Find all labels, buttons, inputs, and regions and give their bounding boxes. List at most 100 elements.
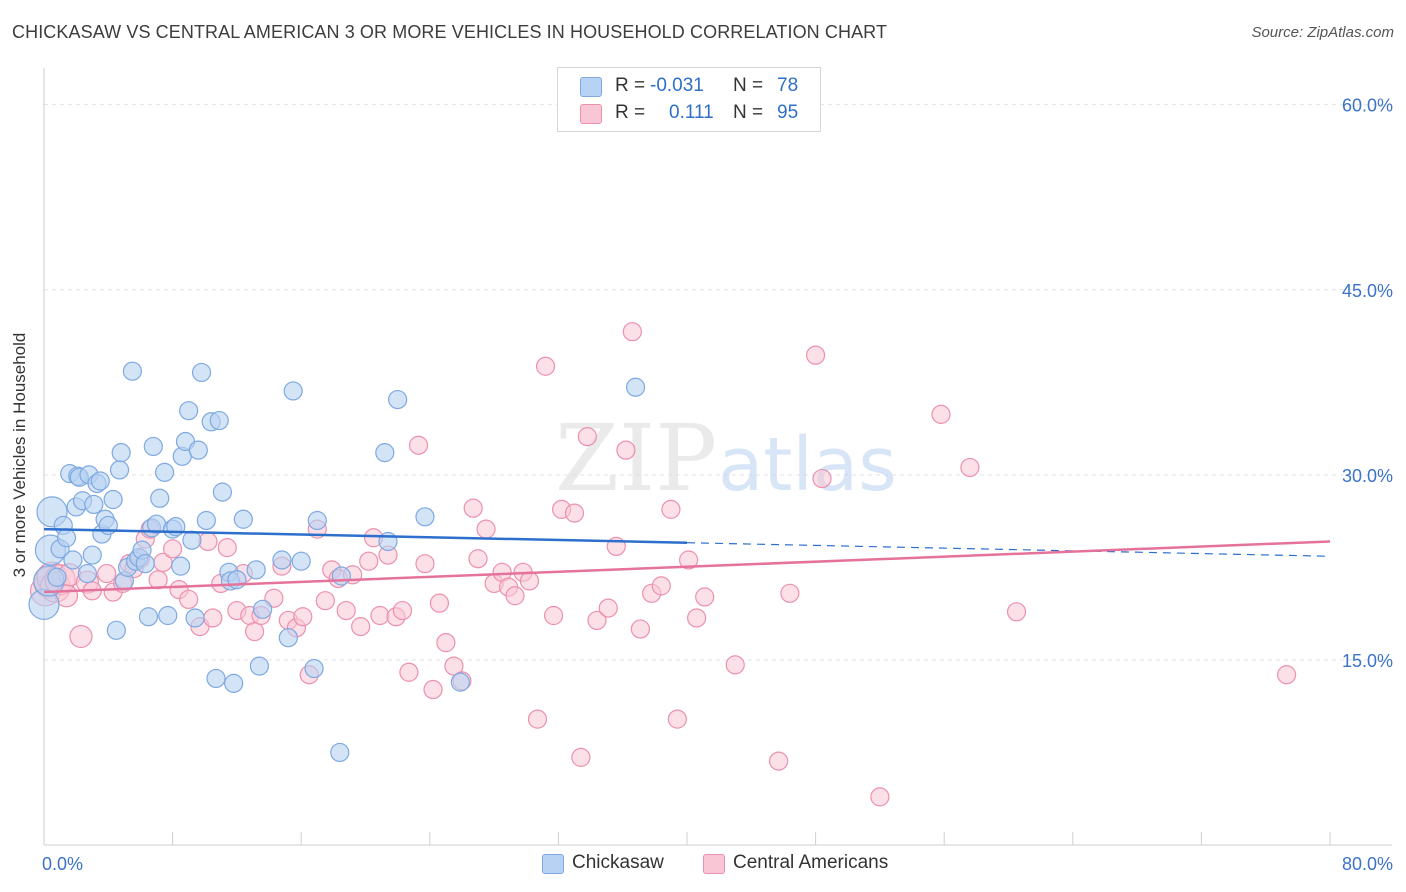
watermark-atlas: atlas	[718, 422, 897, 508]
data-point-central-americans	[780, 583, 800, 603]
data-point-chickasaw	[450, 672, 470, 692]
data-point-chickasaw	[304, 658, 324, 679]
data-point-chickasaw	[138, 607, 159, 627]
data-point-central-americans	[805, 345, 826, 365]
y-axis-label: 3 or more Vehicles in Household	[10, 332, 29, 578]
data-point-chickasaw	[111, 443, 131, 463]
data-point-central-americans	[598, 598, 618, 618]
watermark: ZIP atlas	[555, 405, 897, 512]
data-point-chickasaw	[185, 608, 205, 628]
legend-n-label: N =	[733, 102, 764, 123]
data-point-chickasaw	[253, 599, 273, 619]
data-point-chickasaw	[135, 554, 155, 574]
data-point-central-americans	[931, 404, 951, 424]
data-point-chickasaw	[291, 551, 311, 571]
y-tick-label: 30.0%	[1342, 466, 1393, 486]
data-point-central-americans	[695, 587, 715, 607]
legend-swatch-blue	[580, 77, 602, 97]
legend-r-value: 0.111	[669, 102, 714, 123]
stats-legend: R = -0.031 N = 78 R = 0.111 N = 95	[557, 67, 821, 132]
legend-swatch-pink	[580, 104, 602, 124]
bottom-legend-swatch-pink	[703, 854, 725, 874]
data-point-chickasaw	[90, 471, 110, 491]
data-point-chickasaw	[188, 440, 208, 460]
data-point-central-americans	[179, 589, 199, 610]
data-point-central-americans	[148, 570, 168, 590]
data-point-central-americans	[679, 550, 699, 570]
bottom-legend-label: Central Americans	[733, 852, 889, 873]
data-point-central-americans	[587, 610, 607, 631]
data-point-chickasaw	[209, 410, 229, 431]
data-point-central-americans	[436, 633, 456, 653]
data-point-chickasaw	[415, 507, 435, 527]
data-point-chickasaw	[196, 510, 216, 531]
grid-lines	[44, 104, 1392, 661]
data-point-chickasaw	[56, 528, 77, 548]
data-point-chickasaw	[158, 605, 178, 626]
data-point-chickasaw	[224, 673, 244, 693]
data-point-central-americans	[463, 498, 483, 518]
x-tick-label: 0.0%	[42, 854, 83, 874]
data-point-central-americans	[960, 457, 980, 478]
data-point-chickasaw	[331, 566, 351, 586]
data-point-central-americans	[429, 593, 450, 613]
data-point-chickasaw	[182, 530, 202, 550]
legend-n-value: 95	[777, 102, 799, 123]
data-point-central-americans	[315, 591, 335, 611]
x-tick-label: 80.0%	[1342, 854, 1393, 874]
bottom-legend-swatch-blue	[542, 854, 564, 874]
series-chickasaw	[28, 361, 646, 763]
data-point-chickasaw	[63, 550, 83, 570]
data-point-central-americans	[468, 549, 488, 569]
trend-lines	[43, 527, 1331, 594]
data-point-central-americans	[667, 709, 687, 729]
data-point-chickasaw	[307, 510, 327, 531]
data-point-chickasaw	[109, 460, 130, 480]
data-point-chickasaw	[283, 381, 303, 401]
data-point-chickasaw	[77, 563, 98, 584]
y-tick-label: 45.0%	[1342, 281, 1393, 301]
data-point-chickasaw	[272, 550, 292, 570]
data-point-chickasaw	[278, 628, 298, 648]
data-point-chickasaw	[249, 656, 270, 676]
data-point-central-americans	[336, 600, 356, 621]
data-point-central-americans	[616, 440, 636, 460]
data-point-central-americans	[571, 747, 591, 767]
data-point-chickasaw	[154, 462, 175, 482]
data-point-chickasaw	[122, 361, 143, 381]
data-point-chickasaw	[82, 545, 102, 565]
legend-n-label: N =	[733, 75, 764, 96]
data-point-chickasaw	[106, 620, 126, 640]
bottom-legend-label: Chickasaw	[572, 852, 664, 873]
data-point-central-americans	[359, 551, 379, 571]
data-point-chickasaw	[143, 436, 163, 457]
data-point-central-americans	[244, 621, 265, 642]
data-point-central-americans	[423, 679, 443, 700]
data-point-chickasaw	[233, 509, 253, 529]
legend-r-value: -0.031	[650, 75, 704, 96]
source-credit: Source: ZipAtlas.com	[1251, 24, 1394, 41]
data-point-chickasaw	[47, 567, 67, 587]
trend-line-chickasaw-extension	[686, 542, 1331, 557]
data-point-central-americans	[564, 503, 585, 523]
axes	[43, 68, 1392, 846]
legend-r-label: R =	[615, 75, 646, 96]
trend-line-central-americans	[43, 540, 1331, 594]
data-point-chickasaw	[625, 377, 646, 397]
data-point-central-americans	[651, 576, 671, 596]
data-point-central-americans	[769, 751, 789, 771]
data-point-central-americans	[198, 531, 218, 552]
y-tick-label: 15.0%	[1342, 651, 1393, 671]
legend-r-label: R =	[615, 102, 646, 123]
data-point-chickasaw	[227, 570, 247, 590]
data-point-chickasaw	[191, 362, 212, 383]
series-central-americans	[30, 322, 1297, 807]
data-point-central-americans	[527, 709, 548, 729]
data-point-central-americans	[399, 662, 419, 682]
tick-labels: 15.0% 30.0% 45.0% 60.0% 0.0% 80.0%	[42, 96, 1393, 874]
data-point-central-americans	[543, 605, 564, 626]
data-point-chickasaw	[84, 494, 104, 515]
data-point-central-americans	[415, 554, 435, 574]
data-point-chickasaw	[375, 443, 395, 463]
data-point-chickasaw	[206, 668, 226, 689]
